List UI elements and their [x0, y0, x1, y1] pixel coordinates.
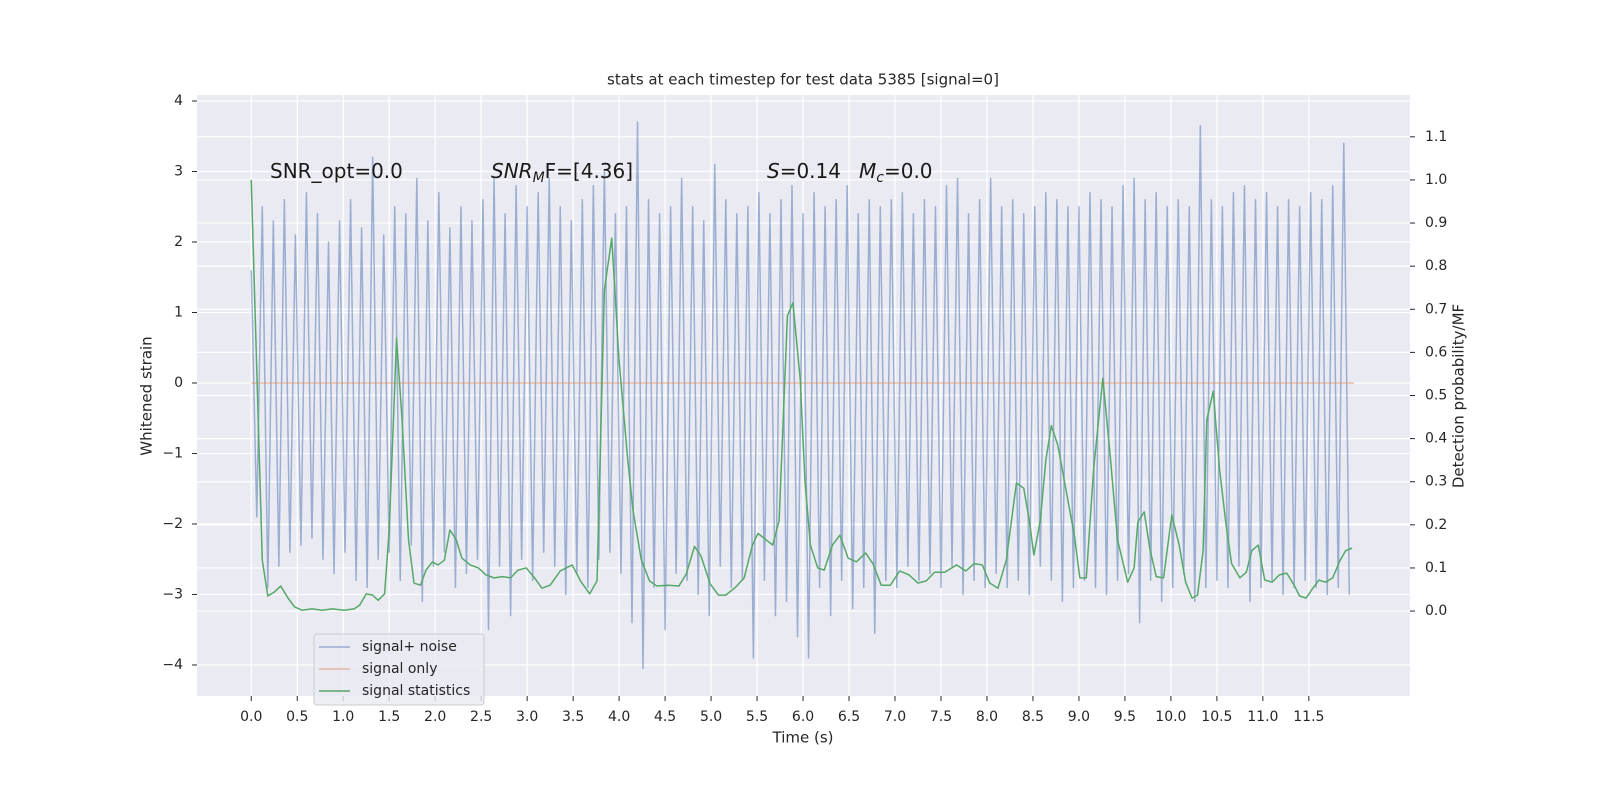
y2-tick-label: 0.5 — [1425, 388, 1447, 404]
annotation-text: SNR_opt=0.0 — [270, 159, 403, 183]
legend: signal+ noise signal only signal statistic… — [313, 633, 485, 706]
grid — [197, 95, 1410, 696]
x-tick-label: 2.0 — [424, 709, 446, 725]
x-tick-label: 5.0 — [700, 709, 722, 725]
x-tick-label: 10.0 — [1155, 709, 1186, 725]
x-axis-label: Time (s) — [772, 729, 834, 747]
axes: 0.0 0.5 1.0 1.5 2.0 2.5 3.0 3.5 4.0 4.5 5.0 5.5 6.0 6… — [162, 93, 1447, 725]
y-tick-label: −3 — [162, 586, 183, 602]
x-tick-label: 2.5 — [470, 709, 492, 725]
annotation: SNRMF=[4.36] — [491, 159, 633, 187]
y2-tick-label: 0.6 — [1425, 344, 1447, 360]
y-tick-label: 1 — [174, 304, 183, 320]
marks — [250, 121, 1354, 670]
x-tick-label: 7.0 — [884, 709, 906, 725]
series-line — [250, 121, 1351, 670]
x-tick-label: 10.5 — [1201, 709, 1232, 725]
x-tick-label: 4.0 — [608, 709, 630, 725]
y2-tick-label: 0.9 — [1425, 215, 1447, 231]
legend-label: signal+ noise — [362, 639, 457, 655]
annotation: Mc=0.0 — [859, 159, 933, 187]
y-tick-label: −2 — [162, 516, 183, 532]
chart-title: stats at each timestep for test data 538… — [607, 71, 999, 89]
x-tick-label: 0.0 — [240, 709, 262, 725]
legend-label: signal statistics — [362, 683, 470, 699]
y-tick-label: 3 — [174, 163, 183, 179]
y2-tick-label: 0.8 — [1425, 258, 1447, 274]
annotation-italic: M — [859, 159, 876, 183]
series-line — [250, 179, 1353, 611]
y2-tick-label: 1.0 — [1425, 172, 1447, 188]
y-tick-label: 2 — [174, 234, 183, 250]
y-tick-label: −1 — [162, 445, 183, 461]
x-tick-label: 9.5 — [1114, 709, 1136, 725]
x-tick-label: 3.0 — [516, 709, 538, 725]
x-tick-label: 1.0 — [332, 709, 354, 725]
legend-label: signal only — [362, 661, 437, 677]
annotation-text: =0.14 — [780, 159, 841, 183]
y2-tick-label: 0.4 — [1425, 431, 1447, 447]
x-tick-label: 11.0 — [1247, 709, 1278, 725]
annotation-italic: SNR — [491, 159, 533, 183]
y-tick-label: 4 — [174, 93, 183, 109]
y-tick-label: −4 — [162, 657, 183, 673]
x-tick-label: 11.5 — [1293, 709, 1324, 725]
legend-box — [313, 633, 485, 706]
y2-tick-label: 0.0 — [1425, 603, 1447, 619]
y2-tick-label: 1.1 — [1425, 129, 1447, 145]
y2-tick-label: 0.7 — [1425, 301, 1447, 317]
y2-tick-label: 0.2 — [1425, 517, 1447, 533]
y2-tick-label: 0.1 — [1425, 560, 1447, 576]
annotation-text: =0.0 — [884, 159, 933, 183]
annotation: S=0.14 — [767, 159, 841, 183]
x-tick-label: 8.0 — [976, 709, 998, 725]
x-tick-label: 0.5 — [286, 709, 308, 725]
annotation-sub: M — [533, 170, 545, 186]
x-tick-label: 7.5 — [930, 709, 952, 725]
x-tick-label: 5.5 — [746, 709, 768, 725]
annotation: SNR_opt=0.0 — [270, 159, 403, 183]
annotation-sub: c — [876, 170, 884, 186]
annotation-italic: S — [767, 159, 780, 183]
x-tick-label: 1.5 — [378, 709, 400, 725]
y-tick-label: 0 — [174, 375, 183, 391]
x-tick-label: 4.5 — [654, 709, 676, 725]
x-tick-label: 8.5 — [1022, 709, 1044, 725]
x-tick-label: 9.0 — [1068, 709, 1090, 725]
y2-axis-label: Detection probability/MF — [1450, 304, 1468, 488]
y-axis-label: Whitened strain — [138, 336, 156, 455]
x-tick-label: 6.0 — [792, 709, 814, 725]
x-tick-label: 6.5 — [838, 709, 860, 725]
y2-tick-label: 0.3 — [1425, 474, 1447, 490]
annotation-text: F=[4.36] — [545, 159, 633, 183]
x-tick-label: 3.5 — [562, 709, 584, 725]
annotations: SNR_opt=0.0 SNRMF=[4.36] S=0.14 Mc=0.0 — [270, 159, 933, 187]
